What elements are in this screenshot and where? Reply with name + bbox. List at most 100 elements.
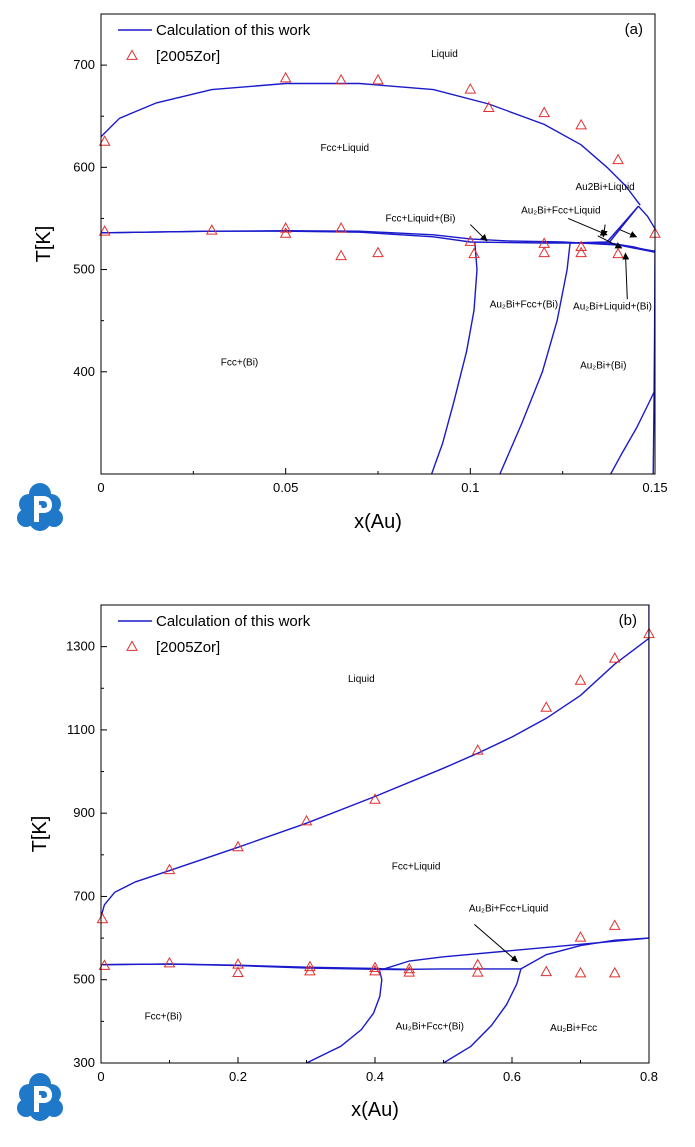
- logo-p-icon: [17, 483, 63, 531]
- data-point-2005zor: [372, 246, 384, 258]
- phase-boundary-line: [610, 389, 655, 474]
- phase-boundary-line: [381, 937, 649, 971]
- phase-region-label: Fcc+Liquid: [392, 861, 441, 872]
- data-point-2005zor: [403, 966, 416, 977]
- x-tick-label: 0.6: [503, 1069, 521, 1084]
- phase-region-label: Au₂Bi+Liquid+(Bi): [573, 301, 652, 312]
- phase-region-label: Au₂Bi+Fcc: [550, 1023, 597, 1034]
- phase-boundary-line: [430, 241, 478, 474]
- chart-panel-b: Liquid Fcc+Liquid Au₂Bi+Fcc+Liquid Fcc+(Bi)…: [29, 604, 658, 1121]
- data-point-2005zor: [279, 227, 292, 238]
- data-point-2005zor: [372, 73, 384, 85]
- phase-boundary-line: [101, 230, 571, 244]
- data-point-2005zor: [540, 701, 553, 712]
- y-axis-label: T[K]: [33, 226, 55, 263]
- phase-region-label: Liquid: [431, 49, 458, 60]
- calculation-lines: [101, 605, 649, 1063]
- data-point-2005zor: [608, 652, 621, 663]
- phase-region-label: Liquid: [348, 674, 375, 685]
- y-tick-label: 600: [73, 159, 95, 174]
- data-point-2005zor: [538, 246, 551, 258]
- x-tick-label: 0.4: [366, 1069, 384, 1084]
- legend: Calculation of this work [2005Zor]: [118, 22, 311, 65]
- data-point-2005zor: [608, 966, 621, 978]
- plot-frame: [100, 604, 650, 1064]
- data-point-2005zor: [471, 958, 484, 970]
- phase-region-label: Au₂Bi+Fcc+Liquid: [521, 205, 600, 216]
- data-point-2005zor: [300, 814, 313, 826]
- data-point-2005zor: [575, 118, 587, 130]
- phase-region-label: Fcc+(Bi): [145, 1011, 183, 1022]
- phase-region-label: Fcc+(Bi): [221, 358, 259, 369]
- phase-region-label: Au₂Bi+Fcc+(Bi): [490, 299, 558, 310]
- experiment-points: [96, 627, 655, 978]
- phase-boundary-line: [499, 242, 571, 474]
- phase-boundary-line: [101, 637, 649, 918]
- data-point-2005zor: [98, 135, 111, 146]
- chart-panel-a: Liquid Fcc+Liquid Au2Bi+Liquid Au₂Bi+Fcc+Li…: [33, 13, 668, 533]
- data-point-2005zor: [575, 246, 587, 258]
- annotation-arrow: [619, 229, 638, 238]
- legend-entry: Calculation of this work: [156, 613, 311, 630]
- phase-boundary-line: [101, 963, 410, 971]
- legend-marker-swatch: [126, 49, 138, 60]
- data-point-2005zor: [574, 966, 587, 978]
- data-point-2005zor: [96, 912, 109, 924]
- data-point-2005zor: [482, 101, 495, 112]
- logo-p-icon: [17, 1073, 63, 1121]
- annotation-arrow: [622, 252, 630, 300]
- data-point-2005zor: [163, 956, 176, 968]
- data-point-2005zor: [538, 106, 551, 118]
- y-tick-label: 1300: [66, 639, 95, 654]
- y-tick-label: 500: [73, 972, 95, 987]
- data-point-2005zor: [98, 959, 111, 970]
- x-tick-label: 0: [97, 1069, 104, 1084]
- x-tick-label: 0.1: [461, 480, 479, 495]
- calculation-lines: [101, 82, 655, 474]
- phase-region-label: Au2Bi+Liquid: [576, 182, 635, 193]
- annotation-arrow: [473, 923, 519, 963]
- data-point-2005zor: [574, 674, 587, 685]
- x-tick-label: 0: [97, 480, 104, 495]
- panel-label: (b): [619, 612, 637, 629]
- data-point-2005zor: [279, 71, 292, 83]
- data-point-2005zor: [335, 73, 347, 85]
- phase-boundary-line: [637, 205, 655, 230]
- phase-region-label: Fcc+Liquid: [320, 143, 369, 154]
- data-point-2005zor: [369, 964, 381, 976]
- data-point-2005zor: [403, 962, 416, 974]
- data-point-2005zor: [468, 247, 480, 259]
- data-point-2005zor: [98, 225, 111, 236]
- phase-region-label: Au₂Bi+Fcc+Liquid: [469, 903, 548, 914]
- data-point-2005zor: [205, 224, 218, 235]
- panel-label: (a): [625, 21, 643, 38]
- y-tick-label: 1100: [67, 722, 95, 737]
- x-axis-label: x(Au): [354, 511, 402, 533]
- y-tick-label: 700: [73, 57, 95, 72]
- data-point-2005zor: [464, 83, 477, 94]
- annotation-arrow: [597, 235, 623, 249]
- x-tick-label: 0.2: [229, 1069, 247, 1084]
- data-point-2005zor: [335, 222, 347, 233]
- data-point-2005zor: [612, 153, 624, 165]
- data-point-2005zor: [232, 966, 244, 977]
- data-point-2005zor: [612, 247, 624, 259]
- annotation-arrow: [469, 224, 488, 242]
- data-point-2005zor: [304, 964, 316, 976]
- legend-marker-swatch: [126, 640, 138, 651]
- legend: Calculation of this work [2005Zor]: [118, 613, 311, 656]
- data-point-2005zor: [369, 793, 381, 804]
- annotation-arrow: [568, 217, 608, 236]
- x-tick-label: 0.8: [640, 1069, 658, 1084]
- y-tick-label: 400: [73, 364, 95, 379]
- y-axis-label: T[K]: [29, 816, 51, 853]
- legend-entry: [2005Zor]: [156, 639, 220, 656]
- data-point-2005zor: [464, 235, 477, 246]
- phase-region-label: Au₂Bi+(Bi): [580, 361, 626, 372]
- phase-boundary-line: [520, 937, 649, 970]
- data-point-2005zor: [232, 840, 244, 852]
- y-tick-label: 500: [73, 262, 95, 277]
- data-point-2005zor: [574, 931, 587, 942]
- phase-boundary-line: [608, 242, 655, 252]
- phase-region-label: Au₂Bi+Fcc+(Bi): [396, 1022, 464, 1033]
